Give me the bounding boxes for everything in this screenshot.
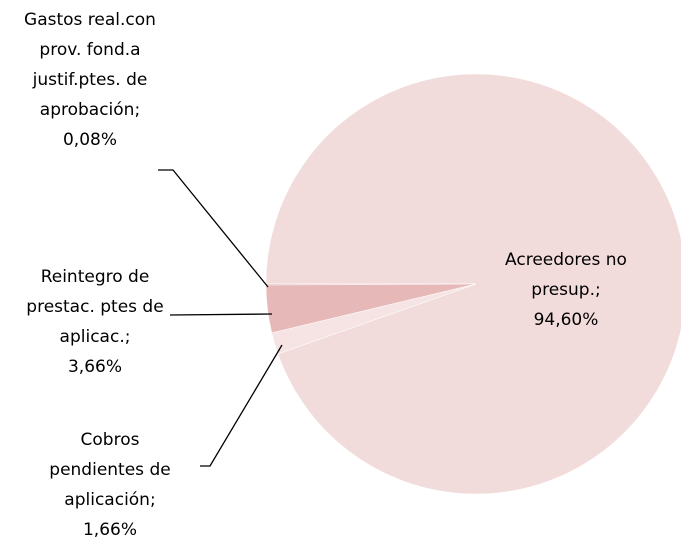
category-label: Acreedores no presup. (505, 250, 627, 300)
data-label: Reintegro de prestac. ptes de aplicac.; 3… (10, 262, 180, 382)
value-label: 0,08% (62, 130, 117, 150)
leader-line (169, 313, 273, 316)
category-label: Gastos real.con prov. fond.a justif.ptes… (24, 10, 156, 120)
value-label: 3,66% (67, 357, 122, 377)
label-separator: ; (149, 490, 156, 510)
pie-slice (271, 283, 477, 355)
value-label: 94,60% (533, 310, 599, 330)
label-separator: ; (124, 327, 131, 347)
data-label: Cobros pendientes de aplicación; 1,66% (35, 425, 185, 545)
leader-line (200, 344, 283, 467)
leader-line (158, 169, 269, 288)
value-label: 1,66% (82, 520, 137, 540)
category-label: Cobros pendientes de aplicación (49, 430, 171, 510)
label-separator: ; (594, 280, 601, 300)
data-label: Acreedores no presup.; 94,60% (486, 245, 646, 335)
data-label: Gastos real.con prov. fond.a justif.ptes… (5, 5, 175, 155)
label-separator: ; (134, 100, 141, 120)
category-label: Reintegro de prestac. ptes de aplicac. (26, 267, 164, 347)
pie-slice (265, 73, 681, 495)
